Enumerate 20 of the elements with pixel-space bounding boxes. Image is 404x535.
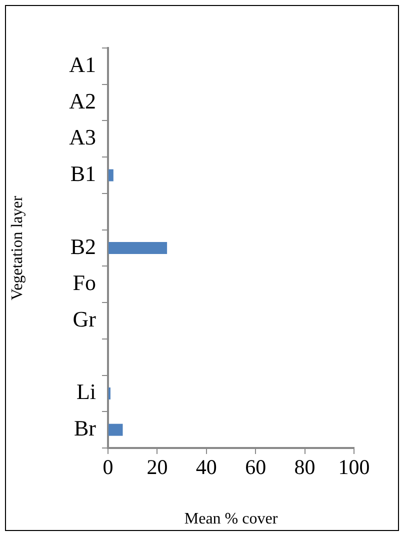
- y-tick-label: A1: [69, 52, 96, 77]
- y-tick-label: A3: [69, 124, 96, 150]
- y-tick-label: Fo: [72, 270, 96, 296]
- x-tick-label: 40: [196, 455, 217, 480]
- bar: [108, 169, 114, 182]
- x-tick-label: 20: [146, 455, 168, 480]
- y-tick-label: B2: [70, 234, 96, 259]
- y-tick-label: B1: [70, 161, 96, 186]
- x-tick-label: 100: [338, 455, 370, 480]
- x-tick-label: 0: [102, 455, 114, 480]
- x-tick-label: 80: [294, 455, 316, 480]
- y-tick-label: Li: [76, 379, 96, 404]
- bar: [108, 424, 123, 436]
- y-tick-label: Br: [74, 416, 97, 441]
- bar: [108, 242, 168, 254]
- x-axis-title: Mean % cover: [184, 510, 278, 528]
- y-tick-label: Gr: [72, 306, 97, 332]
- y-axis-title: Vegetation layer: [8, 195, 26, 300]
- x-tick-label: 60: [245, 455, 266, 480]
- y-tick-label: A2: [69, 88, 96, 114]
